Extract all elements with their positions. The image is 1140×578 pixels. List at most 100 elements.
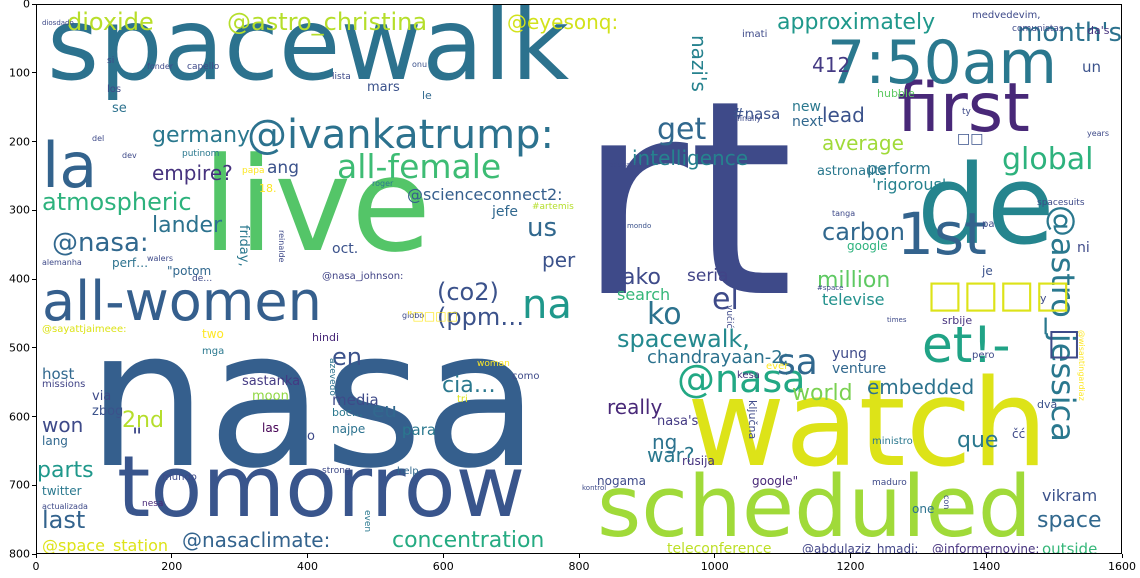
cloud-word: de… — [192, 274, 213, 284]
y-tick-label: 400 — [9, 272, 30, 286]
cloud-word: como — [512, 371, 540, 382]
cloud-word: tri — [457, 394, 468, 405]
cloud-word: □□ — [957, 131, 984, 147]
cloud-word: con — [942, 495, 951, 510]
cloud-word: all-female — [337, 147, 502, 186]
x-tick-label: 200 — [161, 560, 183, 573]
cloud-word: " — [132, 425, 143, 450]
cloud-word: sa — [777, 342, 818, 383]
cloud-word: dva — [1037, 398, 1058, 411]
x-tick-mark — [1121, 554, 1123, 558]
x-tick-mark — [850, 554, 851, 558]
cloud-word: azevedo — [327, 358, 337, 396]
cloud-word: un — [1082, 58, 1102, 76]
cloud-word: na — [522, 282, 572, 328]
cloud-word: finally — [737, 114, 762, 123]
y-tick-label: 300 — [9, 203, 30, 217]
cloud-word: et!- — [922, 316, 1011, 374]
cloud-word: el — [712, 282, 739, 317]
x-tick-label: 400 — [297, 560, 318, 573]
cloud-word: one — [912, 502, 935, 516]
cloud-word: last — [42, 506, 86, 534]
x-tick-mark — [307, 554, 308, 558]
cloud-word: seria — [687, 266, 729, 286]
cloud-word: los — [107, 84, 122, 95]
cloud-word: hindi — [312, 331, 340, 344]
cloud-word: get — [657, 112, 707, 147]
x-tick-mark — [171, 554, 173, 558]
cloud-word: via — [92, 389, 112, 404]
cloud-word: lead — [822, 103, 865, 127]
cloud-word: kontrol — [582, 484, 607, 492]
cloud-word: vikram — [1042, 486, 1098, 505]
cloud-word: (ppm… — [437, 303, 525, 331]
cloud-word: 7:50am — [827, 28, 1057, 98]
cloud-word: ako — [622, 265, 661, 290]
cloud-word: tanga — [832, 209, 856, 218]
cloud-word: ang — [267, 158, 299, 178]
cloud-word: zbog — [92, 404, 124, 419]
y-tick-label: 700 — [9, 478, 30, 492]
cloud-word: onu — [412, 60, 428, 69]
cloud-word: de — [917, 141, 1055, 269]
cloud-word: 1st — [897, 200, 987, 268]
cloud-word: maduro — [872, 478, 907, 488]
cloud-word: #nasa — [732, 105, 781, 123]
x-tick-label: 1000 — [700, 560, 729, 573]
cloud-word: average — [822, 131, 904, 155]
y-tick-mark — [32, 484, 36, 486]
cloud-word: all-women — [42, 270, 322, 333]
cloud-word: lander — [152, 213, 223, 238]
cloud-word: nasa — [87, 289, 540, 510]
y-tick-mark — [32, 347, 36, 349]
cloud-word: friday, — [236, 225, 251, 267]
cloud-word: first — [897, 69, 1030, 148]
y-tick-label: 600 — [9, 410, 30, 423]
cloud-word: spacewalk, — [617, 325, 750, 353]
x-tick-label: 0 — [32, 560, 40, 573]
cloud-word: que — [957, 428, 999, 453]
cloud-word: o — [307, 429, 315, 444]
cloud-word: embedded — [867, 375, 975, 399]
cloud-word: mundo — [162, 472, 197, 483]
cloud-word: @astro_christina — [227, 8, 428, 36]
cloud-word: empire? — [152, 161, 233, 185]
cloud-word: moon — [252, 389, 289, 404]
cloud-word: putinom — [182, 149, 220, 159]
cloud-word: dev — [122, 151, 137, 160]
cloud-word: @nasa — [677, 357, 806, 401]
cloud-word: ty — [962, 107, 971, 117]
cloud-word: mga — [202, 346, 225, 357]
cloud-word: intelligence — [632, 146, 749, 170]
cloud-word: mars — [367, 80, 400, 95]
cloud-word: ministro — [872, 436, 913, 447]
cloud-word: "potom — [167, 264, 212, 278]
cloud-word: world — [792, 381, 853, 406]
cloud-word: host — [42, 365, 75, 383]
cloud-word: search — [617, 285, 671, 304]
x-tick-mark — [442, 554, 444, 558]
x-tick-mark — [578, 554, 580, 558]
y-tick-label: 100 — [9, 66, 30, 80]
cloud-word: two — [202, 327, 224, 341]
cloud-word: @scienceconnect2: — [407, 185, 563, 204]
cloud-word: google" — [752, 474, 799, 488]
cloud-word: venture — [832, 361, 887, 377]
y-tick-mark — [32, 3, 36, 5]
x-tick-label: 1600 — [1108, 560, 1136, 573]
cloud-word: boc… — [332, 406, 363, 419]
cloud-word: germany — [152, 123, 251, 148]
cloud-word: jefe — [492, 204, 519, 220]
cloud-word: strong — [322, 466, 351, 476]
cloud-word: won — [42, 413, 84, 437]
cloud-word: le — [422, 89, 432, 102]
cloud-word: para — [402, 421, 437, 439]
cloud-word: □ — [1047, 322, 1082, 363]
cloud-word: globo — [402, 311, 425, 320]
cloud-word: scheduled — [597, 458, 1032, 554]
cloud-word: global — [1002, 142, 1094, 177]
y-tick-mark — [32, 278, 36, 280]
cloud-word: dioxide — [67, 8, 154, 36]
cloud-word: new — [792, 99, 821, 115]
